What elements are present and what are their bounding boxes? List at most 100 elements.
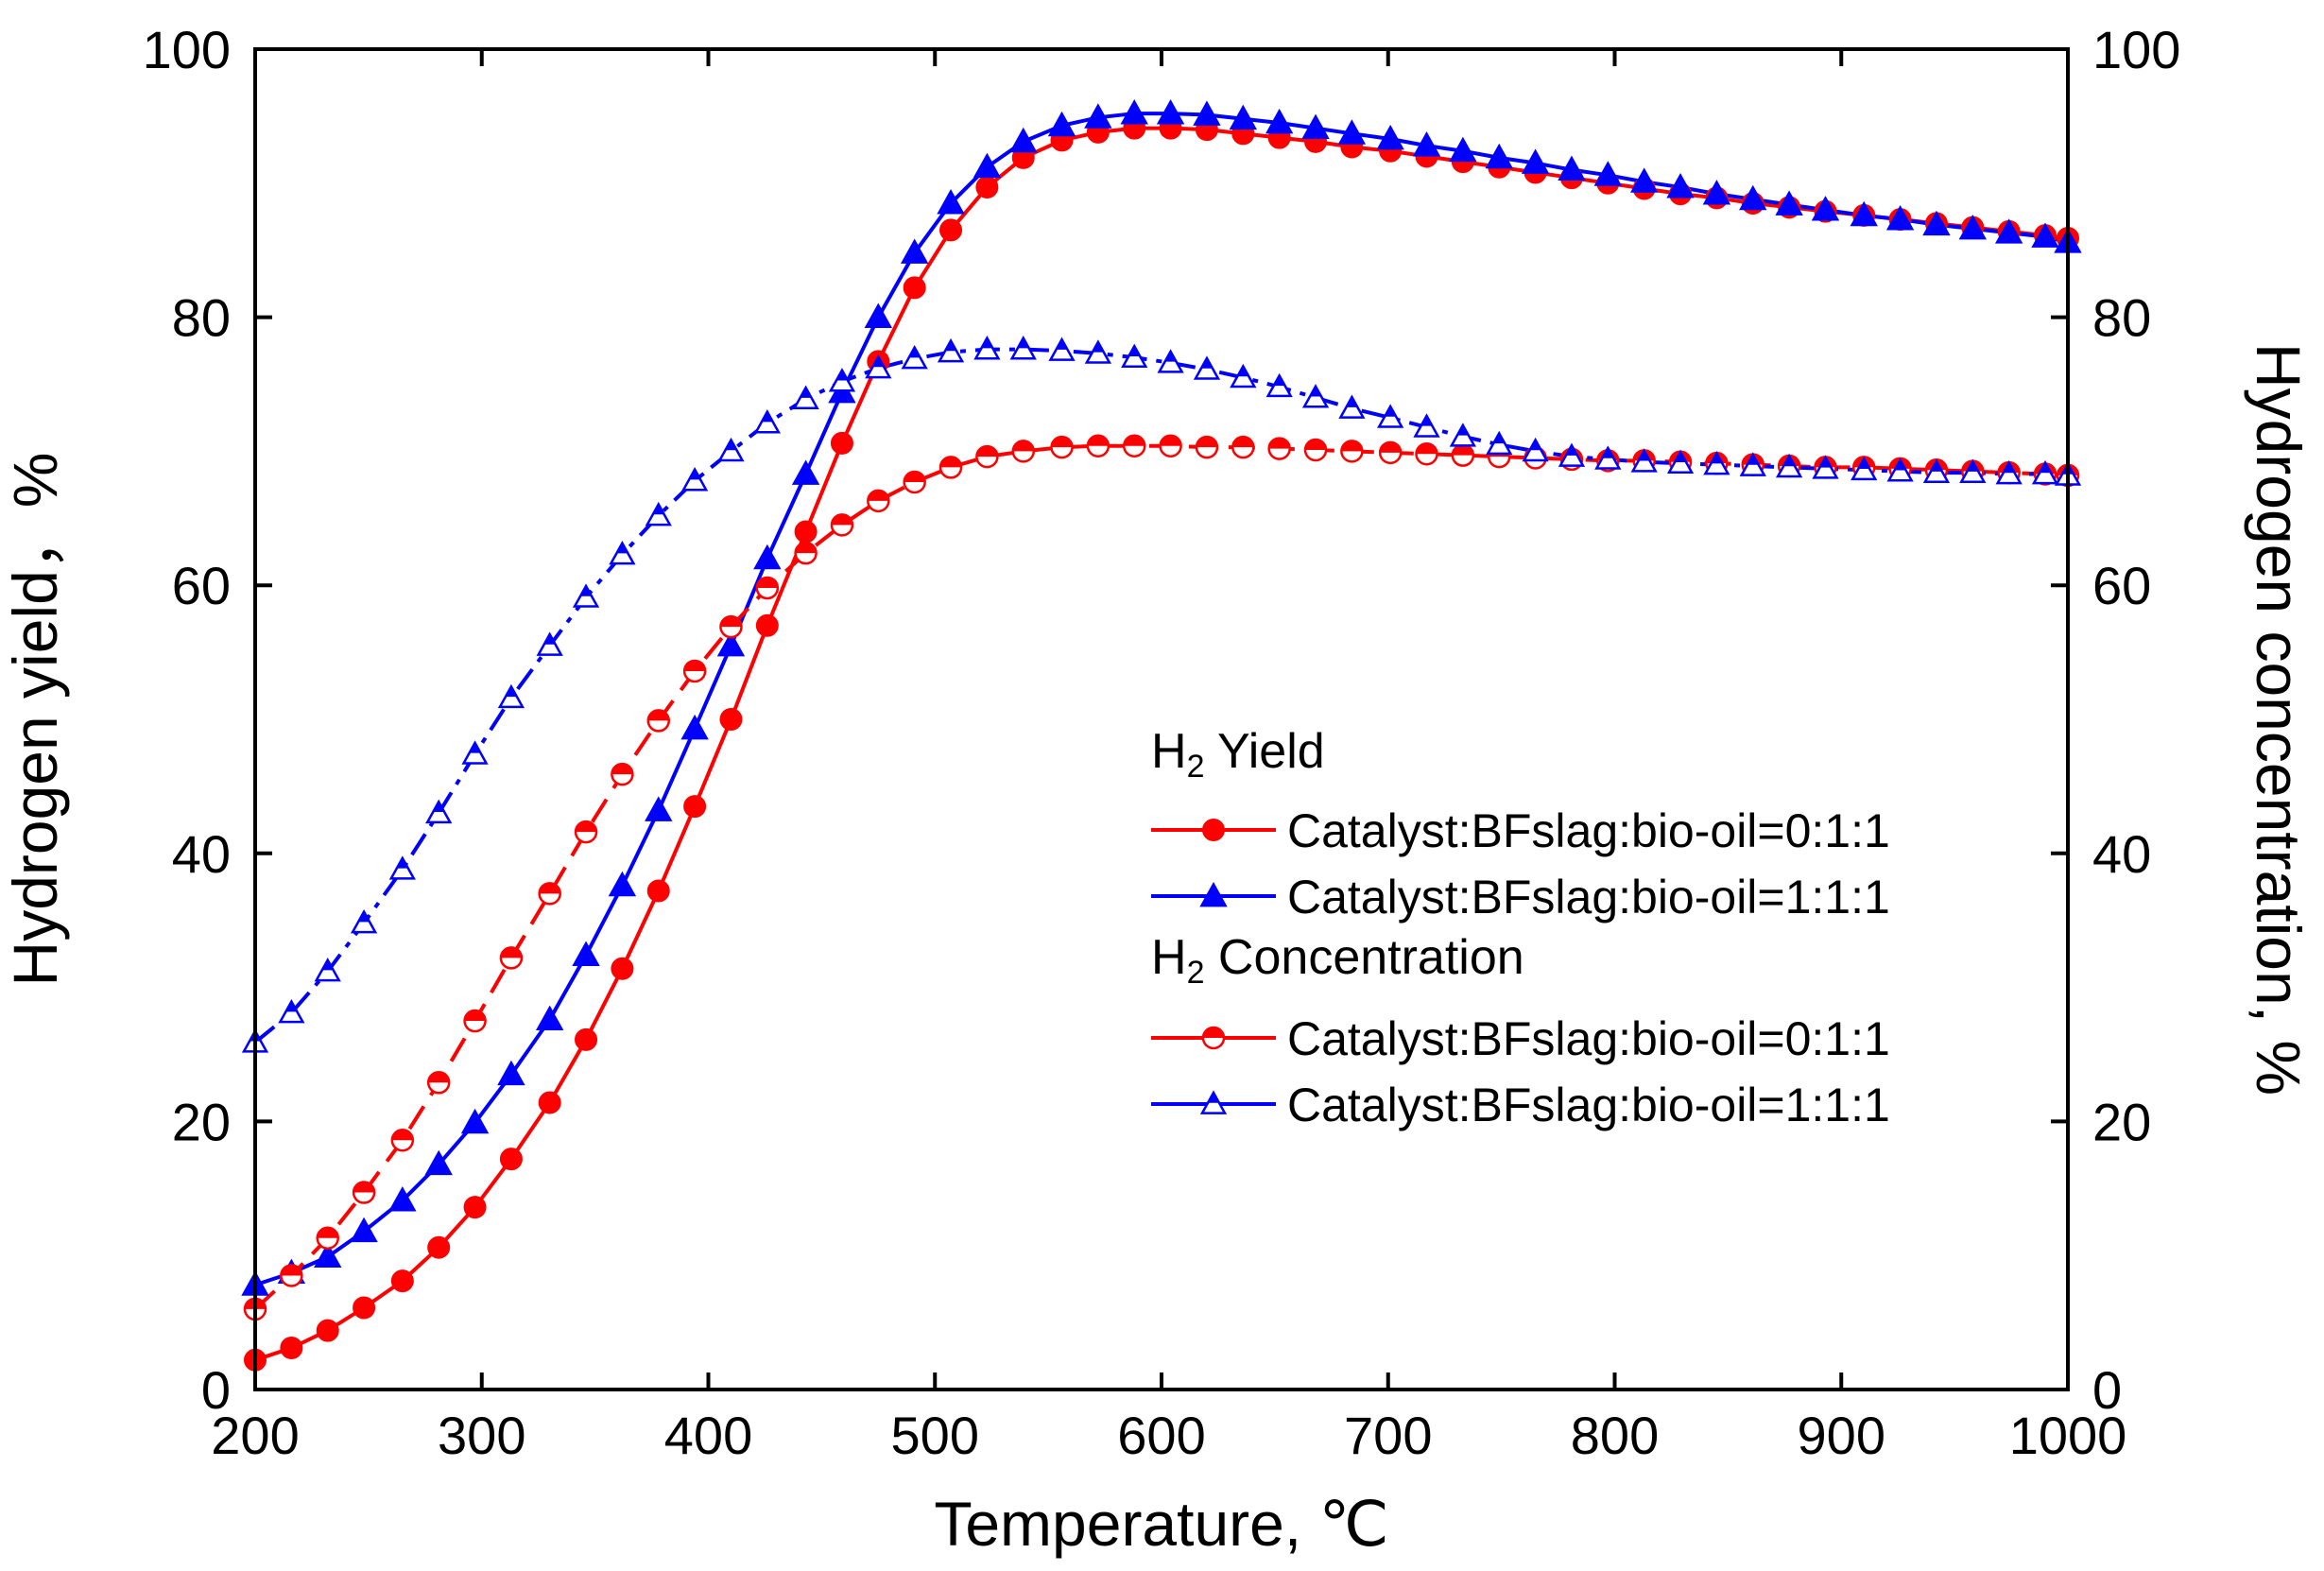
series-1-point-35 xyxy=(1521,148,1550,174)
series-0-point-12 xyxy=(683,795,707,819)
series-2-point-28 xyxy=(1267,437,1291,460)
series-1-point-7 xyxy=(497,1060,525,1086)
series-1-point-30 xyxy=(1337,119,1367,145)
series-2-point-29 xyxy=(1303,438,1328,462)
legend-marker-1 xyxy=(1199,881,1228,907)
legend-heading-yield: H2 Yield xyxy=(1151,724,1325,785)
series-3-point-18 xyxy=(901,344,928,370)
series-0-point-15 xyxy=(794,520,818,544)
series-3-point-14 xyxy=(753,409,781,434)
legend-label-1: Catalyst:BFslag:bio-oil=1:1:1 xyxy=(1287,871,1890,924)
series-1-point-19 xyxy=(937,189,965,215)
series-3-point-3 xyxy=(350,908,378,934)
series-2-point-12 xyxy=(682,659,707,683)
legend: H2 Yield H2 Concentration Catalyst:BFsla… xyxy=(1151,724,1890,1131)
series-3-point-12 xyxy=(680,467,709,492)
series-3-point-30 xyxy=(1338,394,1366,419)
series-3-point-37 xyxy=(1594,445,1622,470)
series-3-point-46 xyxy=(1922,458,1951,483)
legend-heading-yield-subscript: 2 xyxy=(1187,749,1205,785)
series-2-point-27 xyxy=(1231,435,1255,459)
x-tick-label-400: 400 xyxy=(664,1406,752,1465)
series-0-point-7 xyxy=(499,1148,523,1171)
series-2-point-5 xyxy=(426,1071,451,1095)
series-2-point-4 xyxy=(390,1129,415,1152)
legend-heading-concentration-rest: Concentration xyxy=(1204,930,1524,985)
series-3-point-1 xyxy=(278,998,305,1024)
series-1-point-14 xyxy=(753,544,782,570)
series-3-point-17 xyxy=(865,354,892,379)
y-axis-title-left: Hydrogen yield，% xyxy=(0,453,70,987)
series-3-point-40 xyxy=(1703,451,1730,475)
x-tick-label-900: 900 xyxy=(1798,1406,1885,1465)
axis-tick-labels: 200 300 400 500 600 700 800 900 1000020406080100… xyxy=(143,20,2181,1465)
series-2-point-24 xyxy=(1122,434,1146,457)
series-1-point-42 xyxy=(1775,190,1803,216)
series-3-point-42 xyxy=(1775,453,1803,478)
y-tick-label-left-40: 40 xyxy=(172,824,231,884)
x-tick-label-300: 300 xyxy=(438,1406,525,1465)
series-3-point-36 xyxy=(1558,442,1586,467)
series-1-point-47 xyxy=(1958,214,1987,240)
series-3-point-38 xyxy=(1630,448,1658,473)
series-3-point-7 xyxy=(497,683,525,709)
y-tick-label-left-0: 0 xyxy=(201,1360,231,1420)
series-2-point-22 xyxy=(1050,435,1074,459)
series-1-point-48 xyxy=(1994,218,2023,244)
series-3-point-33 xyxy=(1449,423,1476,447)
series-1-point-13 xyxy=(716,630,746,657)
series-2-point-26 xyxy=(1195,435,1219,459)
series-1-point-37 xyxy=(1593,161,1623,186)
series-1-point-49 xyxy=(2031,222,2059,248)
series-2-point-15 xyxy=(794,541,818,565)
series-3-point-43 xyxy=(1812,455,1839,479)
legend-heading-yield-main: H xyxy=(1151,724,1187,779)
y-tick-label-left-80: 80 xyxy=(172,288,231,348)
y-tick-label-left-60: 60 xyxy=(172,556,231,615)
series-1-point-4 xyxy=(388,1186,417,1212)
series-1-point-40 xyxy=(1702,180,1731,205)
legend-label-3: Catalyst:BFslag:bio-oil=1:1:1 xyxy=(1287,1079,1890,1131)
y-axis-title-right: Hydrogen concentration, % xyxy=(2244,343,2314,1096)
series-1-point-25 xyxy=(1156,99,1185,125)
series-1-point-3 xyxy=(350,1217,378,1243)
series-0-point-3 xyxy=(353,1296,376,1320)
series-2-point-11 xyxy=(646,709,671,733)
series-3-point-15 xyxy=(792,385,819,409)
x-tick-label-600: 600 xyxy=(1117,1406,1205,1465)
series-1-point-34 xyxy=(1485,143,1513,169)
series-1-point-17 xyxy=(864,302,893,328)
series-3-point-5 xyxy=(425,799,453,824)
series-2-point-2 xyxy=(316,1226,339,1251)
series-2-point-14 xyxy=(755,576,780,600)
y-tick-label-left-20: 20 xyxy=(172,1092,231,1151)
series-3-point-41 xyxy=(1739,452,1766,476)
series-2-point-33 xyxy=(1451,443,1475,467)
y-tick-label-right-100: 100 xyxy=(2092,20,2180,79)
series-1-point-45 xyxy=(1885,205,1915,231)
series-3-point-25 xyxy=(1157,349,1184,373)
legend-marker-2 xyxy=(1201,1026,1226,1050)
series-3-point-13 xyxy=(717,437,745,462)
series-1-point-15 xyxy=(791,459,820,485)
series-1-point-27 xyxy=(1229,104,1258,130)
series-1-point-23 xyxy=(1084,103,1112,129)
series-1-point-41 xyxy=(1739,184,1767,211)
series-1-point-21 xyxy=(1009,127,1038,153)
series-3-point-45 xyxy=(1886,457,1914,482)
series-2-point-19 xyxy=(938,456,963,479)
series-1-point-28 xyxy=(1265,108,1294,134)
series-1-point-32 xyxy=(1412,131,1441,157)
series-3-point-21 xyxy=(1009,336,1037,360)
series-2-point-17 xyxy=(867,489,890,513)
series-3-point-8 xyxy=(536,631,563,656)
y-tick-label-right-80: 80 xyxy=(2092,288,2151,348)
series-0-point-11 xyxy=(646,879,670,903)
y-tick-label-right-60: 60 xyxy=(2092,556,2151,615)
series-2-point-31 xyxy=(1378,440,1403,465)
series-0-point-8 xyxy=(538,1091,561,1114)
series-0-point-19 xyxy=(939,218,963,242)
legend-heading-yield-rest: Yield xyxy=(1204,724,1324,779)
x-tick-label-700: 700 xyxy=(1344,1406,1432,1465)
